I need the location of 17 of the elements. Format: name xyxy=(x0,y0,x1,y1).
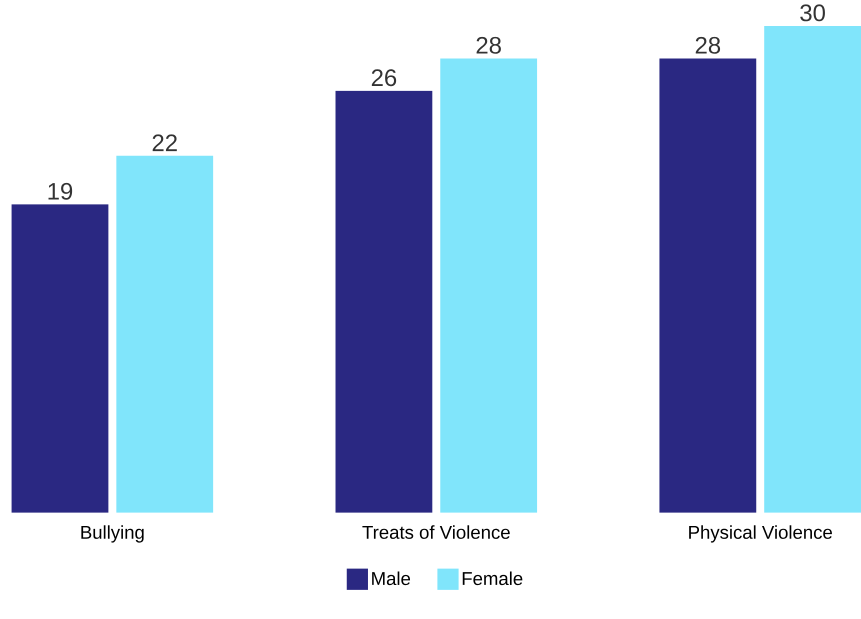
x-tick-label: Physical Violence xyxy=(689,525,832,543)
data-label: 28 xyxy=(476,36,501,54)
data-label: 19 xyxy=(48,182,72,200)
data-label: 28 xyxy=(696,36,720,54)
bar xyxy=(336,91,432,513)
bar xyxy=(12,204,108,513)
x-tick-label: Bullying xyxy=(81,525,144,543)
data-label: 22 xyxy=(152,134,177,152)
bar xyxy=(116,156,214,513)
data-label: 26 xyxy=(372,69,396,86)
bar xyxy=(659,58,756,513)
legend-label: Female xyxy=(462,572,522,586)
x-tick-label: Treats of Violence xyxy=(362,525,510,540)
bar xyxy=(764,26,861,513)
legend-label: Male xyxy=(372,572,410,586)
data-label: 30 xyxy=(800,4,825,22)
bar xyxy=(440,58,538,513)
